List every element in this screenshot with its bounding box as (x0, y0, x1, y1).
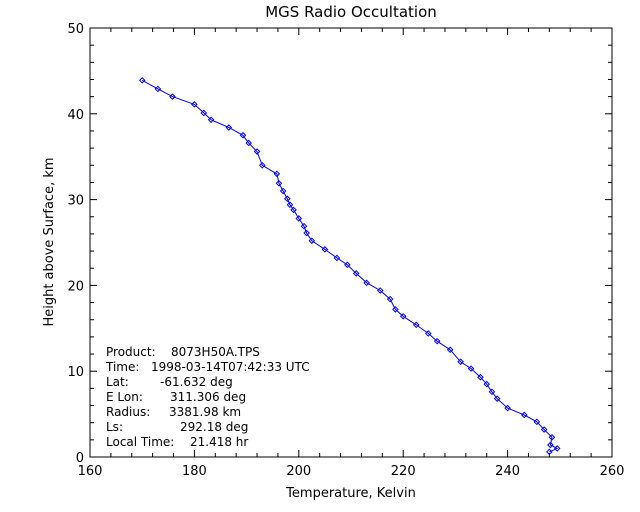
data-point-marker (457, 358, 464, 366)
info-ls-label: Ls: (106, 420, 123, 434)
data-point-marker (433, 337, 441, 345)
y-tick-label: 0 (76, 451, 84, 466)
info-product-label: Product: (106, 345, 156, 359)
data-point-marker (412, 321, 420, 329)
info-localtime-value: 21.418 hr (190, 435, 248, 449)
data-point-marker (138, 77, 146, 84)
data-point-marker (258, 161, 266, 169)
info-product-value: 8073H50A.TPS (171, 345, 260, 359)
data-point-marker (303, 229, 310, 237)
data-point-marker (200, 109, 208, 117)
data-point-marker (520, 411, 528, 419)
data-point-marker (207, 116, 215, 124)
info-block: Product: 8073H50A.TPS Time: 1998-03-14T0… (105, 345, 310, 449)
data-point-marker (279, 187, 287, 195)
chart-title: MGS Radio Occultation (265, 3, 437, 21)
data-point-marker (540, 426, 548, 433)
data-point-marker (493, 395, 501, 402)
y-axis-label: Height above Surface, km (42, 157, 57, 326)
data-point-marker (533, 418, 541, 426)
info-radius-value: 3381.98 km (169, 405, 241, 419)
data-point-marker (547, 441, 554, 449)
info-lat-value: -61.632 deg (160, 375, 233, 389)
y-tick-label: 10 (67, 365, 84, 380)
data-point-marker (553, 445, 561, 452)
data-point-marker (477, 373, 484, 381)
x-tick-label: 240 (495, 464, 520, 479)
info-ls-value: 292.18 deg (180, 420, 248, 434)
data-point-marker (392, 306, 399, 313)
data-point-marker (483, 380, 491, 388)
data-point-marker (344, 261, 351, 269)
y-tick-label: 30 (67, 194, 84, 209)
data-point-marker (284, 195, 291, 203)
data-point-marker (169, 93, 176, 100)
info-elon-value: 311.306 deg (170, 390, 246, 404)
data-point-marker (308, 237, 316, 245)
axis-ticks: 160 180 200 220 240 260 0 10 20 30 40 50 (67, 22, 624, 479)
data-point-marker (290, 206, 297, 214)
data-point-marker (333, 254, 341, 262)
info-radius-label: Radius: (106, 405, 150, 419)
data-point-marker (245, 139, 252, 147)
data-point-marker (295, 215, 303, 222)
data-point-marker (286, 201, 294, 209)
data-point-marker (275, 179, 283, 187)
data-point-marker (424, 330, 432, 337)
plot-frame (89, 27, 613, 458)
info-time-value: 1998-03-14T07:42:33 UTC (151, 360, 310, 374)
data-point-marker (273, 170, 281, 178)
info-time-label: Time: (105, 360, 139, 374)
x-axis-label: Temperature, Kelvin (285, 486, 416, 501)
data-point-marker (376, 287, 384, 294)
data-series (138, 77, 561, 456)
data-point-marker (253, 148, 261, 155)
info-elon-label: E Lon: (106, 390, 143, 404)
data-point-marker (399, 312, 407, 320)
data-point-marker (191, 101, 198, 108)
y-tick-label: 20 (67, 279, 84, 294)
x-tick-label: 220 (391, 464, 416, 479)
x-tick-label: 200 (286, 464, 311, 479)
info-lat-label: Lat: (106, 375, 129, 389)
y-tick-label: 50 (67, 22, 84, 37)
x-tick-label: 180 (182, 464, 207, 479)
data-point-marker (446, 346, 454, 354)
data-point-marker (546, 448, 553, 456)
data-point-marker (488, 388, 496, 396)
x-tick-label: 260 (600, 464, 625, 479)
data-point-marker (154, 85, 162, 93)
data-point-marker (321, 246, 329, 253)
y-tick-label: 40 (67, 108, 84, 123)
data-point-marker (504, 404, 511, 412)
data-point-marker (548, 433, 556, 441)
data-point-marker (352, 270, 360, 277)
data-point-marker (386, 295, 394, 303)
data-point-marker (225, 124, 233, 131)
info-localtime-label: Local Time: (106, 435, 174, 449)
data-point-marker (363, 279, 370, 287)
data-point-marker (467, 365, 475, 372)
data-point-marker (239, 131, 247, 139)
data-point-marker (300, 222, 308, 230)
x-tick-label: 160 (78, 464, 103, 479)
